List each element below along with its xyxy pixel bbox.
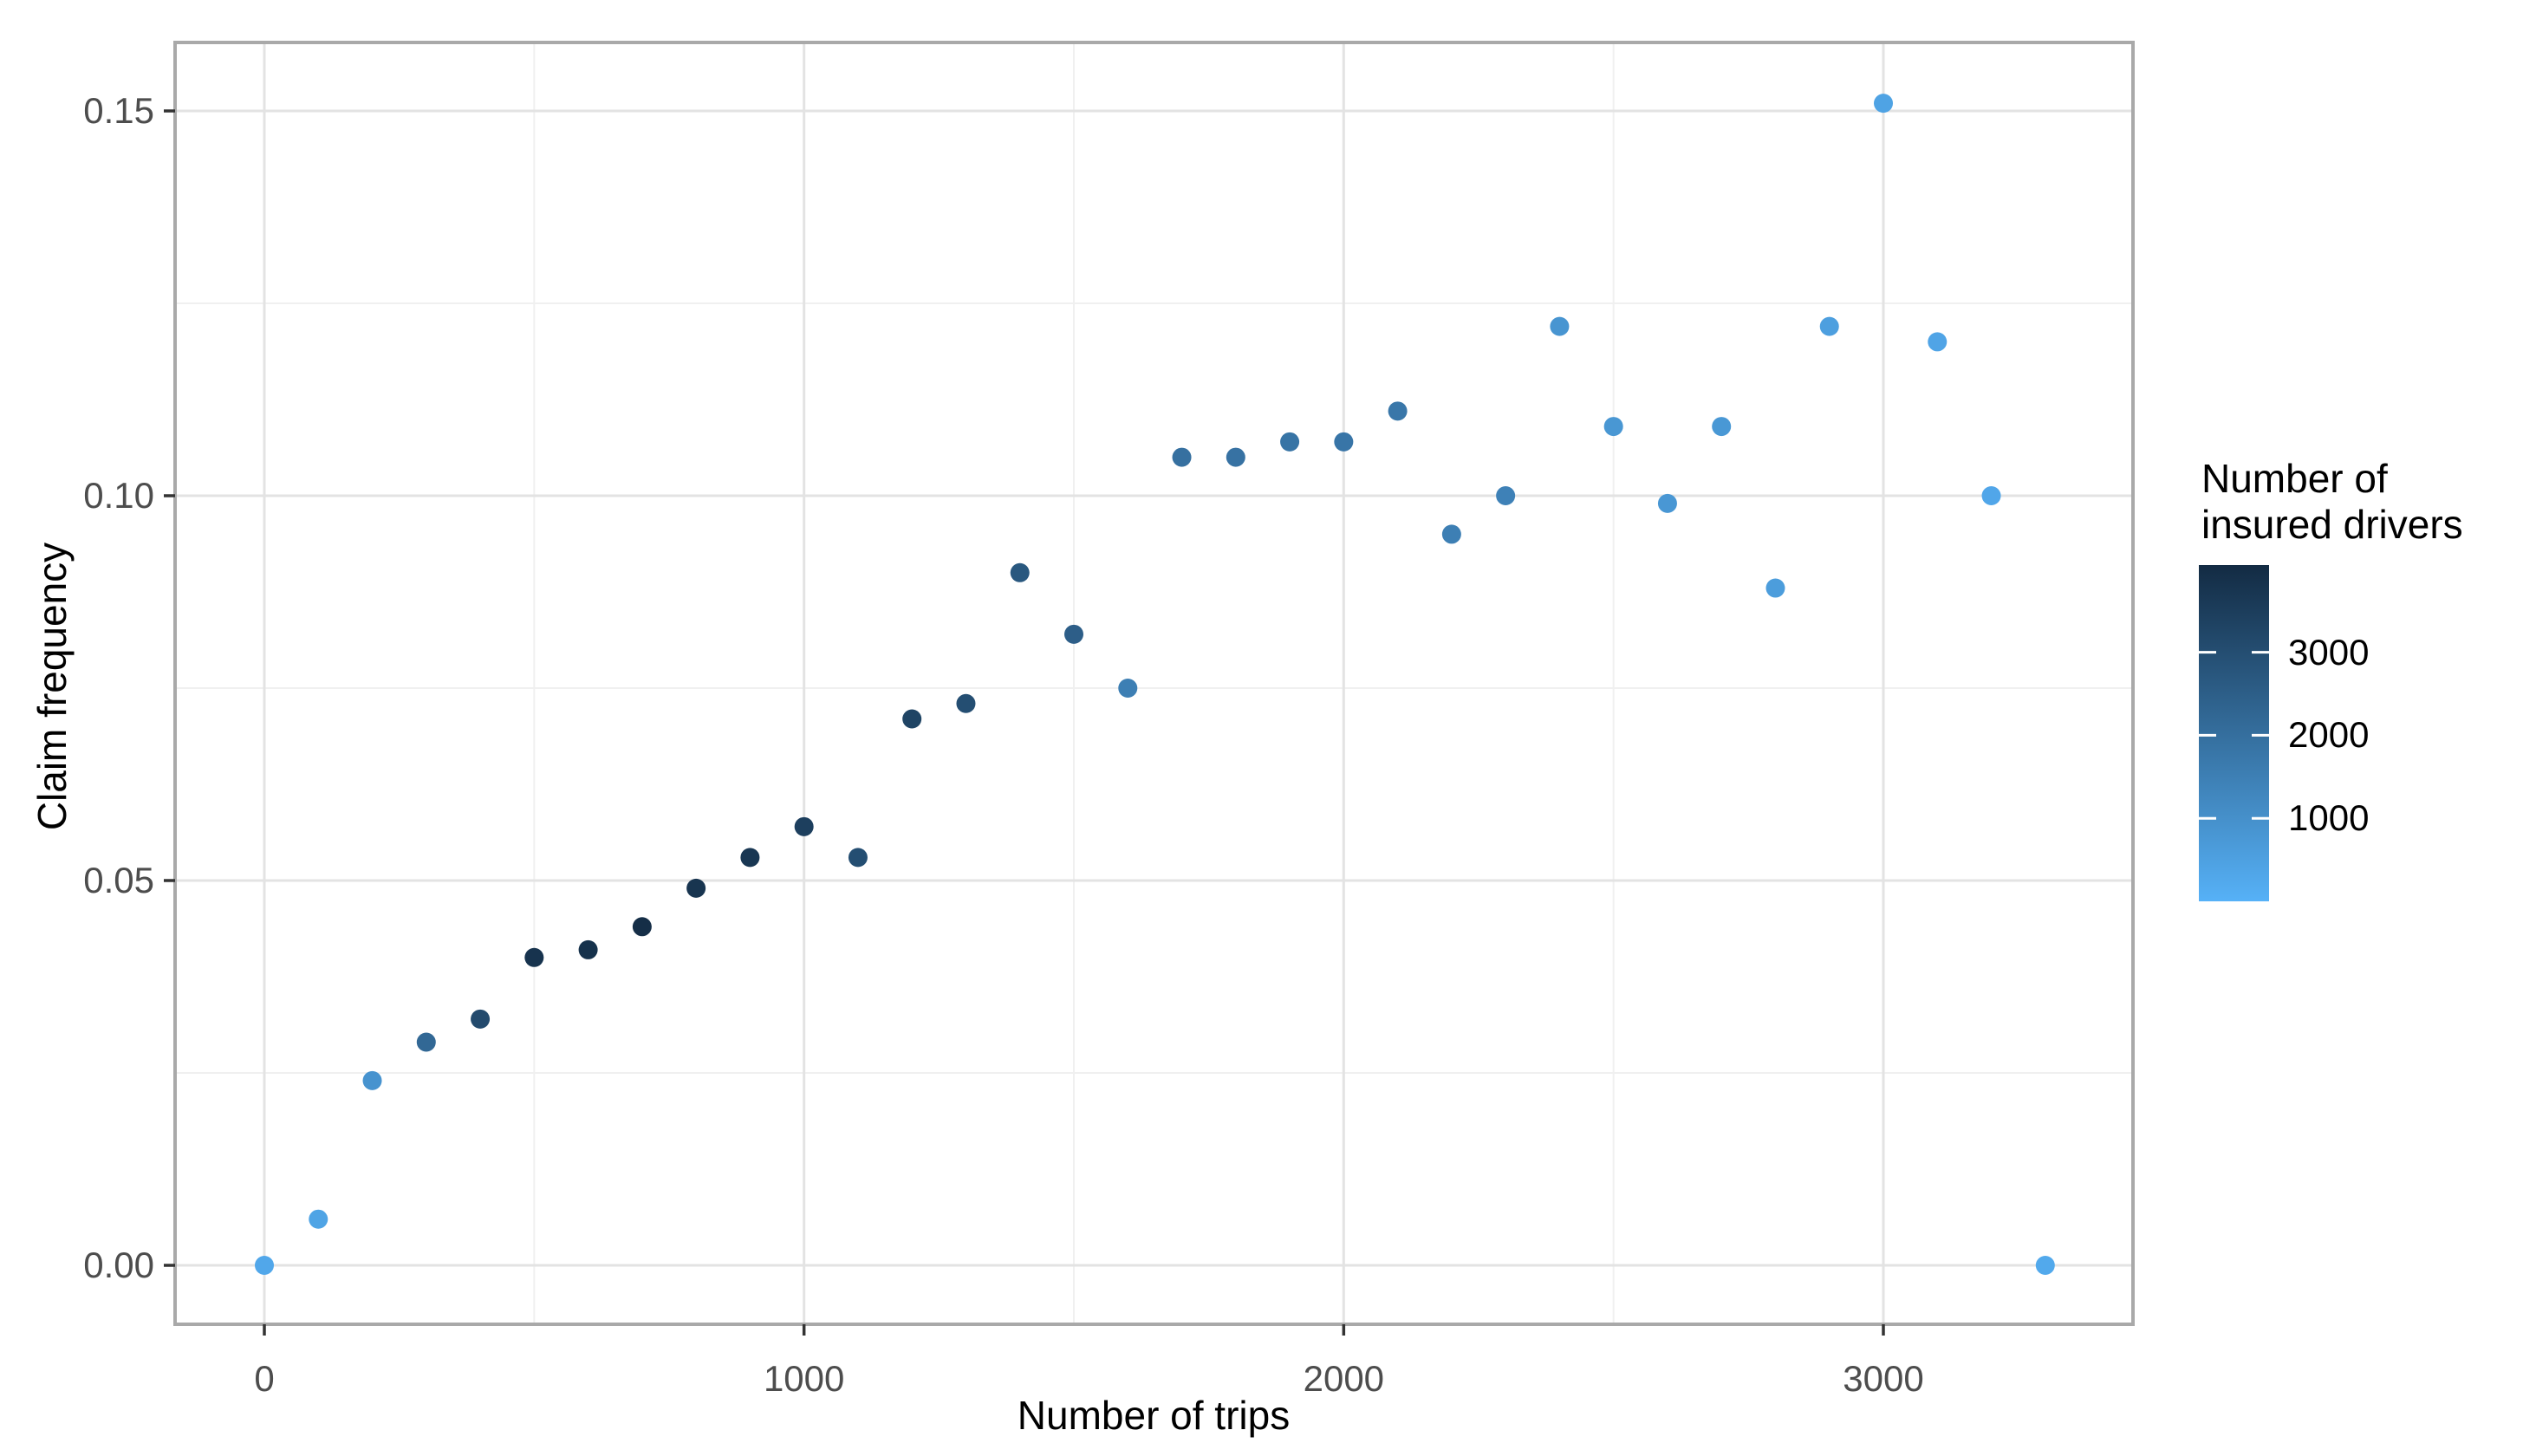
data-point [1226,447,1245,467]
data-point [578,939,598,959]
data-point [1819,316,1839,336]
legend-colorbar [2199,565,2269,901]
y-tick-label: 0.10 [83,475,154,516]
data-point [740,848,760,868]
x-tick-label: 1000 [763,1358,845,1399]
data-point [1441,524,1461,544]
y-axis-title: Claim frequency [29,542,75,831]
x-tick-label: 3000 [1843,1358,1924,1399]
data-point [362,1070,382,1090]
data-point [1550,316,1570,336]
x-tick-label: 0 [254,1358,275,1399]
y-tick-label: 0.15 [83,90,154,131]
data-point [848,848,868,868]
legend-title-line2: insured drivers [2201,502,2463,547]
data-point [2035,1256,2055,1275]
y-tick-label: 0.00 [83,1245,154,1285]
plot-panel-border [173,41,2135,1326]
data-point [1118,679,1138,698]
data-point [471,1009,491,1029]
data-point [1496,486,1516,505]
data-point [686,878,706,898]
data-point [524,947,544,967]
data-point [1334,432,1354,452]
data-point [1603,417,1623,437]
x-axis-title: Number of trips [1017,1393,1291,1438]
legend-tick-label: 2000 [2288,714,2370,756]
data-point [1010,562,1030,582]
legend-tick-label: 3000 [2288,631,2370,673]
data-point [1981,486,2001,505]
data-point [1172,447,1192,467]
legend-tick-label: 1000 [2288,797,2370,839]
data-point [902,709,922,729]
x-tick-label: 2000 [1303,1358,1385,1399]
data-point [309,1209,328,1229]
plot-panel-background [175,42,2133,1324]
data-point [1874,94,1894,114]
data-point [794,816,814,836]
data-point [1280,432,1300,452]
y-tick-label: 0.05 [83,860,154,900]
data-point [1064,624,1084,644]
data-point [1388,401,1408,421]
legend-title-line1: Number of [2201,456,2388,501]
data-point [1712,417,1732,437]
data-point [416,1032,436,1052]
data-point [956,693,976,713]
data-point [1657,493,1677,513]
data-point [1928,332,1948,352]
data-point [255,1256,274,1275]
data-point [1765,578,1785,598]
data-point [632,917,652,937]
